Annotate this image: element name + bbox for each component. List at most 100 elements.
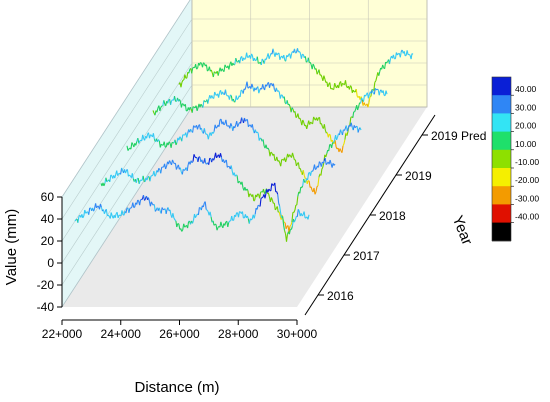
series-segment: [194, 215, 197, 218]
series-segment: [304, 181, 306, 183]
series-segment: [267, 147, 270, 151]
series-segment: [248, 218, 251, 224]
series-segment: [396, 53, 399, 56]
series-segment: [141, 198, 143, 201]
x-axis-title: Distance (m): [134, 379, 219, 396]
series-segment: [297, 162, 300, 169]
series-segment: [318, 117, 321, 125]
z-axis-title: Year: [449, 213, 476, 247]
series-segment: [180, 82, 183, 88]
series-segment: [318, 161, 321, 164]
series-segment: [203, 100, 206, 102]
series-segment: [246, 188, 249, 191]
series-segment: [135, 141, 138, 146]
series-segment: [362, 94, 366, 102]
series-segment: [265, 144, 268, 149]
series-segment: [314, 191, 317, 195]
series-segment: [132, 202, 135, 208]
series-segment: [227, 222, 230, 228]
series-segment: [151, 174, 154, 177]
series-segment: [153, 170, 156, 177]
series-segment: [181, 168, 184, 175]
series-segment: [367, 94, 370, 99]
series-segment: [204, 158, 207, 164]
series-segment: [239, 57, 242, 64]
series-segment: [139, 199, 142, 206]
series-segment: [148, 134, 152, 139]
series-segment: [216, 155, 218, 159]
series-segment: [302, 170, 305, 176]
series-segment: [228, 64, 231, 70]
series-segment: [272, 83, 275, 90]
series-segment: [341, 129, 344, 136]
series-segment: [285, 158, 288, 163]
series-segment: [294, 159, 297, 166]
colorbar-legend: 40.00 30.00 20.00 10.00 -10.00 -20.00 -30.00 -4…: [491, 76, 539, 242]
series-segment: [328, 133, 331, 136]
series-segment: [244, 57, 247, 60]
series-segment: [251, 83, 254, 88]
series-segment: [350, 116, 353, 118]
y-tick-label: -40: [37, 300, 55, 314]
colorbar-swatch: [492, 149, 511, 169]
series-segment: [202, 100, 205, 108]
series-segment: [202, 202, 205, 208]
series-segment: [150, 175, 153, 177]
series-segment: [173, 162, 175, 165]
series-segment: [170, 142, 173, 148]
x-tick-label: 28+000: [218, 327, 259, 341]
series-segment: [295, 52, 297, 54]
series-segment: [203, 62, 205, 65]
series-segment: [77, 216, 80, 223]
series-segment: [191, 220, 195, 224]
series-segment: [130, 142, 133, 150]
series-segment: [255, 87, 258, 91]
x-tick-label: 22+000: [42, 327, 83, 341]
series-segment: [287, 54, 290, 58]
series-segment: [193, 125, 196, 128]
series-segment: [163, 100, 166, 105]
series-segment: [147, 197, 150, 202]
y-tick-label: -20: [37, 278, 55, 292]
series-segment: [129, 174, 131, 177]
series-segment: [184, 104, 187, 111]
series-segment: [192, 106, 195, 108]
series-segment: [246, 119, 249, 127]
series-segment: [195, 63, 198, 70]
series-segment: [297, 208, 300, 212]
series-segment: [74, 219, 77, 222]
colorbar-label: -30.00: [515, 193, 539, 203]
series-segment: [110, 174, 113, 177]
series-segment: [237, 181, 240, 184]
series-segment: [316, 117, 320, 121]
series-segment: [317, 161, 320, 168]
series-segment: [273, 153, 276, 161]
series-segment: [307, 214, 310, 220]
series-segment: [359, 127, 362, 131]
series-segment: [154, 174, 157, 177]
series-segment: [168, 141, 171, 144]
series-segment: [210, 69, 213, 74]
series-segment: [410, 53, 413, 60]
series-segment: [315, 68, 318, 75]
series-segment: [170, 100, 173, 105]
series-segment: [137, 199, 139, 202]
series-segment: [133, 206, 135, 209]
series-segment: [182, 134, 185, 136]
series-segment: [325, 153, 328, 158]
series-segment: [172, 213, 175, 219]
year-axis-ticks: 2016 2017 2018 2019 2019 Pred: [304, 114, 486, 316]
series-segment: [301, 214, 304, 217]
series-segment: [298, 51, 301, 54]
series-segment: [179, 136, 182, 139]
series-segment: [322, 162, 325, 168]
series-segment: [308, 180, 311, 188]
series-segment: [343, 139, 346, 145]
series-segment: [250, 218, 253, 221]
series-segment: [382, 90, 385, 96]
series-segment: [361, 97, 364, 101]
series-segment: [270, 183, 273, 191]
grid-line-side: [61, 18, 193, 220]
series-segment: [367, 102, 370, 108]
series-segment: [213, 157, 216, 161]
